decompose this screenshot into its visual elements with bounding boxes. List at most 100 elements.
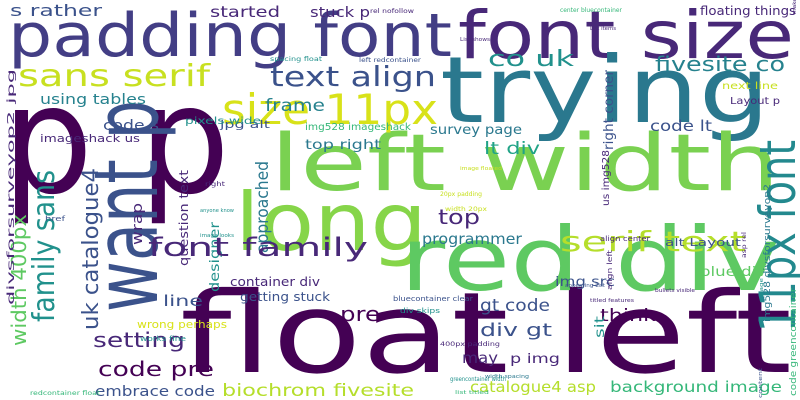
- word: make: [792, 0, 798, 14]
- word: page: [759, 278, 765, 296]
- word: padding font: [8, 1, 452, 71]
- word: divsforsurveyop2 jpg: [6, 69, 17, 305]
- word: co uk: [488, 47, 574, 72]
- word: blue div: [700, 265, 766, 280]
- word: anyone know: [200, 208, 234, 214]
- word: stuck p: [310, 5, 370, 21]
- word: left width: [270, 119, 780, 209]
- word: catalogue4 asp: [470, 378, 596, 396]
- word: p img: [510, 352, 560, 367]
- word: setting: [93, 328, 185, 352]
- word: started: [210, 3, 280, 21]
- word: div gt: [480, 320, 552, 341]
- word: code s: [103, 118, 159, 134]
- word: img528 divsforsurveyop2: [763, 184, 773, 322]
- word: spacing float: [270, 56, 323, 63]
- word: size 11px: [222, 85, 438, 134]
- word: 11px font: [749, 140, 800, 332]
- word: fivesite co: [655, 52, 785, 76]
- word: think: [600, 306, 656, 326]
- word: lt div: [484, 139, 540, 159]
- word: div skips: [400, 307, 440, 315]
- word: List shows: [460, 37, 490, 43]
- word: red div: [400, 208, 780, 311]
- word: top right: [305, 138, 381, 153]
- word: img528 imageshack: [305, 122, 411, 133]
- word: alt Layout: [665, 236, 742, 249]
- word: survey page: [430, 123, 522, 138]
- word: redcontainer float: [30, 390, 101, 397]
- word: getting stuck: [240, 290, 330, 304]
- word: font size: [458, 0, 794, 74]
- word: right: [205, 181, 226, 188]
- word: long: [235, 176, 427, 269]
- word: uk catalogue4: [79, 168, 104, 330]
- word: embrace code: [95, 384, 215, 400]
- word: Layout p: [730, 96, 780, 107]
- word: greencontainer width: [450, 376, 506, 383]
- word: list titled: [455, 390, 489, 396]
- word: float left: [180, 269, 792, 399]
- word: approached: [253, 161, 273, 253]
- word: left redcontainer: [359, 57, 422, 64]
- word: titled features: [590, 298, 634, 304]
- word: pixels wide: [185, 116, 261, 127]
- word: 400px padding: [440, 341, 500, 348]
- word: asp rel: [741, 232, 748, 258]
- word: background image: [610, 378, 782, 396]
- word: sit: [593, 316, 608, 338]
- word: family sans: [27, 170, 62, 322]
- word: rel nofollow: [370, 8, 414, 15]
- word: us img528: [601, 150, 612, 206]
- word: List items: [590, 26, 616, 32]
- word: serif text: [560, 225, 746, 258]
- word: p p: [2, 54, 230, 228]
- word: line: [163, 292, 203, 310]
- word: code lt: [650, 117, 712, 135]
- word: content: [758, 368, 764, 398]
- word: imageshack us: [40, 132, 140, 145]
- word: bullets visible: [655, 288, 695, 294]
- word: align left: [606, 250, 614, 290]
- word: question text: [177, 170, 191, 266]
- word: trying: [440, 37, 770, 144]
- word: font family: [148, 233, 368, 263]
- word: pre: [340, 302, 380, 326]
- word: programmer: [422, 230, 523, 248]
- word: may: [462, 349, 498, 367]
- word: sans serif: [18, 59, 212, 94]
- word: biochrom fivesite: [222, 381, 414, 400]
- word: works fine: [140, 335, 186, 343]
- word: center bluecontainer: [560, 7, 623, 14]
- word: container div: [230, 275, 320, 289]
- word: width 400px: [7, 214, 31, 346]
- word: top: [438, 205, 480, 229]
- word: using tables: [40, 92, 146, 108]
- word: jpg alt: [219, 118, 271, 131]
- word: image floated: [460, 166, 502, 172]
- word: href: [45, 215, 66, 223]
- word: gt code: [480, 296, 550, 316]
- word: bluecontainer clear: [393, 295, 473, 303]
- word: width 20px: [445, 206, 488, 213]
- word: code greencontainer: [789, 288, 799, 396]
- word: appearing List: [565, 283, 605, 289]
- word: img src: [555, 275, 615, 290]
- word: wrong perhaps: [137, 318, 227, 331]
- word: right corner: [602, 69, 617, 150]
- word: image looks: [200, 233, 234, 239]
- word: 20px padding: [440, 191, 482, 198]
- word: frame: [265, 96, 325, 116]
- word: s rather: [10, 1, 103, 20]
- word: next line: [722, 81, 778, 92]
- word: designer: [208, 221, 223, 292]
- word: want p: [75, 100, 178, 312]
- word: wrap: [130, 203, 146, 245]
- word: align center: [600, 235, 650, 243]
- word: floating things: [700, 4, 796, 18]
- word: width spacing: [485, 374, 529, 380]
- word: code pre: [98, 357, 214, 381]
- word: text align: [270, 60, 436, 93]
